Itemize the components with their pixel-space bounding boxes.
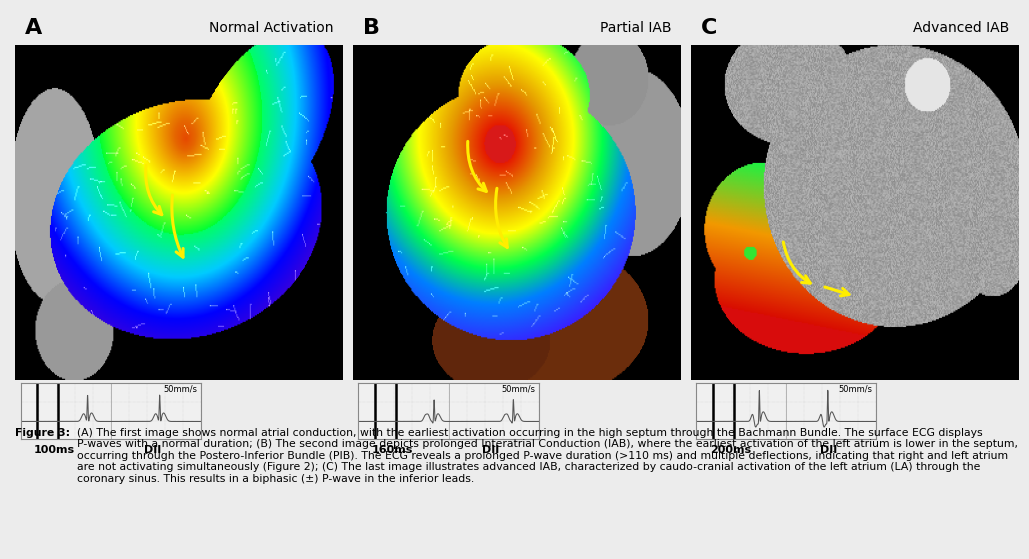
Text: B: B	[363, 18, 380, 39]
Text: DII: DII	[483, 445, 499, 454]
Text: A: A	[26, 18, 42, 39]
Text: Partial IAB: Partial IAB	[600, 21, 671, 35]
Text: 50mm/s: 50mm/s	[839, 385, 873, 394]
Text: 100ms: 100ms	[34, 445, 75, 454]
Text: 50mm/s: 50mm/s	[501, 385, 535, 394]
Text: C: C	[701, 18, 717, 39]
Text: DII: DII	[820, 445, 838, 454]
Text: (A) The first image shows normal atrial conduction, with the earliest activation: (A) The first image shows normal atrial …	[77, 428, 1019, 484]
Text: 50mm/s: 50mm/s	[164, 385, 198, 394]
Text: Advanced IAB: Advanced IAB	[913, 21, 1008, 35]
Text: DII: DII	[144, 445, 162, 454]
Text: Normal Activation: Normal Activation	[209, 21, 333, 35]
Text: 200ms: 200ms	[710, 445, 751, 454]
Text: 160ms: 160ms	[371, 445, 414, 454]
Text: Figure 3:: Figure 3:	[15, 428, 71, 438]
